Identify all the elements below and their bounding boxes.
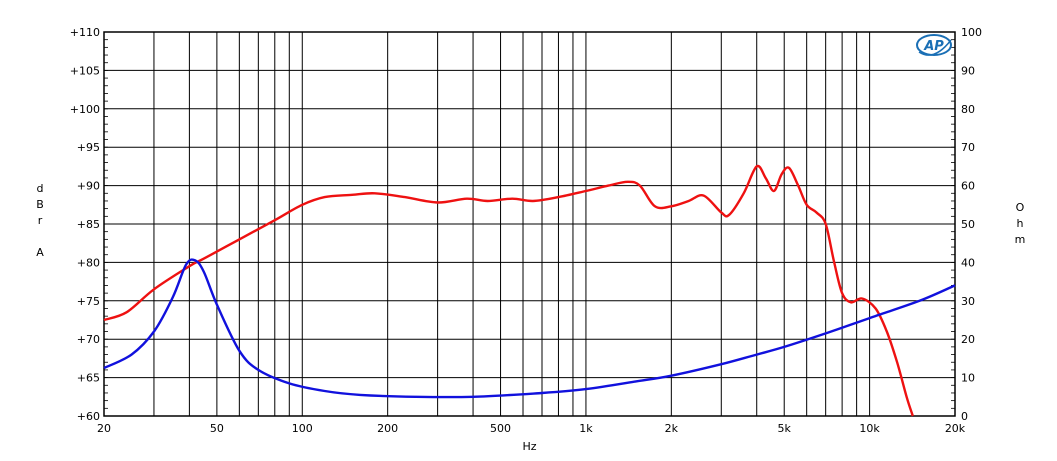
x-tick-label: 2k [665,422,679,435]
y-right-tick-label: 100 [961,26,982,39]
x-tick-label: 10k [859,422,880,435]
x-tick-label: 50 [210,422,224,435]
y-left-title-char: B [36,198,44,211]
y-left-tick-label: +110 [70,26,100,39]
x-tick-label: 100 [292,422,313,435]
x-tick-label: 500 [490,422,511,435]
y-left-tick-label: +70 [77,333,100,346]
y-right-title-char: m [1015,233,1026,246]
y-right-title-char: h [1017,217,1024,230]
ap-logo-text: AP [923,39,944,54]
impedance-line [103,258,956,399]
x-tick-label: 1k [579,422,593,435]
y-left-tick-label: +65 [77,372,100,385]
series-lines [103,164,956,417]
minor-ticks [104,31,955,417]
x-tick-label: 5k [778,422,792,435]
y-left-title-char: d [37,182,44,195]
y-right-tick-label: 80 [961,103,975,116]
y-left-tick-label: +80 [77,256,100,269]
y-right-tick-label: 70 [961,141,975,154]
y-left-title-char: r [38,214,43,227]
x-tick-label: 20k [945,422,966,435]
y-left-tick-label: +90 [77,180,100,193]
y-right-tick-label: 90 [961,64,975,77]
y-left-tick-label: +85 [77,218,100,231]
grid [104,32,955,416]
y-left-tick-label: +100 [70,103,100,116]
x-axis-title: Hz [522,440,536,453]
x-tick-label: 20 [97,422,111,435]
y-right-tick-label: 50 [961,218,975,231]
y-left-tick-label: +75 [77,295,100,308]
y-right-tick-label: 10 [961,372,975,385]
x-tick-label: 200 [377,422,398,435]
y-left-tick-label: +60 [77,410,100,423]
y-right-tick-label: 0 [961,410,968,423]
y-left-title-char: A [36,246,44,259]
y-left-tick-label: +105 [70,64,100,77]
y-right-tick-label: 40 [961,256,975,269]
ap-logo-icon: AP [916,34,952,56]
y-right-axis-title: Ohm [1015,201,1026,246]
y-right-tick-label: 30 [961,295,975,308]
frequency-response-line [103,164,914,417]
x-tick-labels: 20 50 100 200 500 1k 2k 5k 10k 20k [97,422,966,435]
y-right-title-char: O [1016,201,1025,214]
y-right-tick-label: 20 [961,333,975,346]
y-left-tick-label: +95 [77,141,100,154]
y-left-axis-title: dBr A [36,182,44,259]
y-left-tick-labels: +110 +105 +100 +95 +90 +85 +80 +75 +70 +65 +60 [70,26,100,423]
y-right-tick-label: 60 [961,180,975,193]
